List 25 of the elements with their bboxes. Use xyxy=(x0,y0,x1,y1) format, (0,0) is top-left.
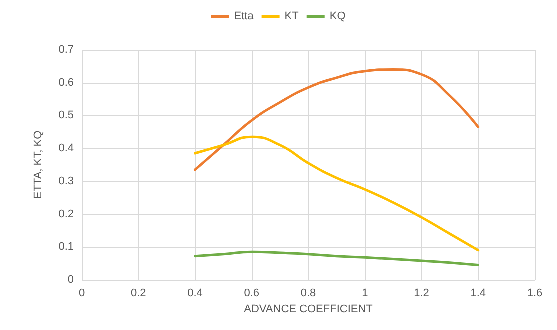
y-tick-label: 0.2 xyxy=(58,208,74,220)
legend-label: KQ xyxy=(330,10,346,22)
x-tick-label: 0.6 xyxy=(244,288,260,300)
x-tick-label: 1.4 xyxy=(470,288,486,300)
line-series xyxy=(194,250,480,266)
x-tick-label: 1.6 xyxy=(527,288,543,300)
y-tick-label: 0.5 xyxy=(58,110,74,122)
y-tick-label: 0.3 xyxy=(58,175,74,188)
x-tick-label: 0.2 xyxy=(130,288,146,300)
y-tick-label: 0.4 xyxy=(58,142,74,155)
x-tick-label: 0.8 xyxy=(300,288,316,300)
x-tick-label: 1 xyxy=(362,288,368,300)
y-axis-title: ETTA, KT, KQ xyxy=(32,130,44,200)
line-series xyxy=(194,136,480,252)
y-tick-label: 0 xyxy=(68,274,74,286)
x-tick-label: 0 xyxy=(78,288,86,300)
x-tick-label: 1.2 xyxy=(414,288,430,300)
x-axis-title: ADVANCE COEFFICIENT xyxy=(244,303,374,316)
x-tick-label: 0.4 xyxy=(188,288,203,300)
legend-label: Etta xyxy=(234,10,255,22)
y-tick-label: 0.1 xyxy=(58,241,74,254)
y-tick-label: 0.6 xyxy=(58,76,74,89)
y-tick-label: 0.7 xyxy=(58,44,74,56)
line-series xyxy=(194,68,480,172)
legend-label: KT xyxy=(284,10,300,22)
